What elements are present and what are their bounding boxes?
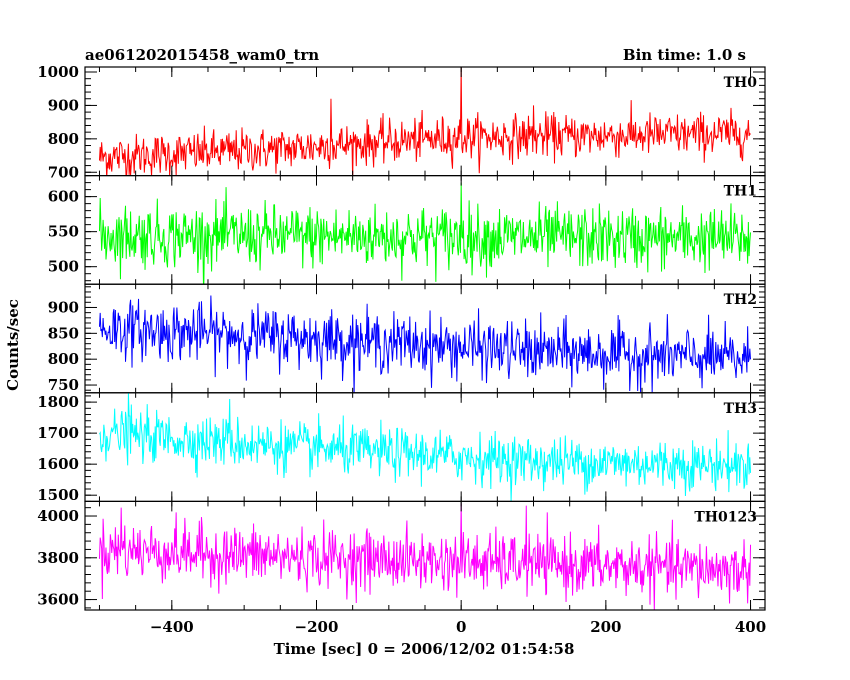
- panel-label-th0: TH0: [724, 75, 758, 91]
- y-tick-label: 700: [48, 163, 79, 181]
- x-tick-label: 200: [590, 618, 621, 636]
- panels-group: 700 800 900 1000 TH0 500 550 600 TH1 750 800 850 900…: [37, 63, 766, 611]
- y-tick-label: 1600: [37, 455, 79, 473]
- x-axis-label: Time [sec] 0 = 2006/12/02 01:54:58: [274, 640, 575, 658]
- series-line-th2: [98, 295, 752, 393]
- y-tick-label: 900: [48, 96, 79, 114]
- x-tick-label: 0: [456, 618, 466, 636]
- y-tick-label: 800: [48, 350, 79, 368]
- chart-title: ae061202015458_wam0_trn: [85, 46, 319, 64]
- y-tick-label: 3600: [37, 591, 79, 609]
- panel-th2: 750 800 850 900 TH2: [48, 283, 766, 394]
- series-line-th1: [98, 182, 752, 285]
- y-tick-label: 550: [48, 223, 79, 241]
- series-line-th0123: [98, 503, 752, 610]
- y-tick-label: 800: [48, 130, 79, 148]
- y-tick-label: 1700: [37, 424, 79, 442]
- y-tick-label: 500: [48, 258, 79, 276]
- y-tick-label: 3800: [37, 549, 79, 567]
- y-tick-label: 4000: [37, 507, 79, 525]
- y-tick-label: 750: [48, 376, 79, 394]
- y-tick-label: 1800: [37, 393, 79, 411]
- panel-th3: 1500 1600 1700 1800 TH3: [37, 392, 766, 504]
- x-axis: −400 −200 0 200 400: [150, 618, 766, 636]
- y-tick-label: 1500: [37, 486, 79, 504]
- x-tick-label: 400: [735, 618, 766, 636]
- y-tick-label: 1000: [37, 63, 79, 81]
- series-line-th3: [99, 392, 752, 501]
- series-line-th0: [98, 67, 751, 176]
- bin-time-label: Bin time: 1.0 s: [623, 46, 746, 64]
- panel-label-th3: TH3: [724, 401, 757, 417]
- panel-th0123: 3600 3800 4000 TH0123: [37, 500, 766, 611]
- panel-frame: [84, 66, 766, 177]
- panel-label-th2: TH2: [724, 292, 757, 308]
- panel-th1: 500 550 600 TH1: [48, 175, 766, 285]
- panel-label-th1: TH1: [724, 184, 757, 200]
- panel-frame: [84, 283, 766, 394]
- panel-label-th0123: TH0123: [694, 509, 757, 525]
- y-tick-label: 850: [48, 324, 79, 342]
- y-tick-label: 600: [48, 188, 79, 206]
- panel-th0: 700 800 900 1000 TH0: [37, 63, 766, 181]
- x-tick-label: −400: [150, 618, 194, 636]
- y-tick-label: 900: [48, 298, 79, 316]
- x-tick-label: −200: [295, 618, 339, 636]
- y-axis-label: Counts/sec: [4, 299, 22, 391]
